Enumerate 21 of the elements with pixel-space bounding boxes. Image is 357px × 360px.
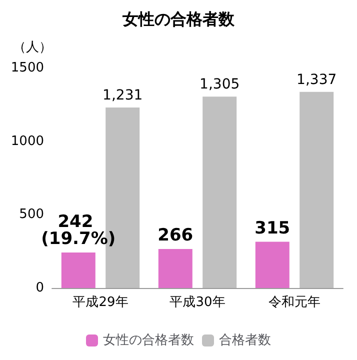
bar — [202, 96, 237, 288]
chart-title: 女性の合格者数 — [122, 10, 236, 28]
bar — [158, 248, 192, 288]
y-tick-label: 1000 — [10, 134, 44, 149]
y-tick-label: 0 — [36, 280, 44, 296]
x-tick-label: 平成29年 — [72, 295, 128, 310]
x-tick-label: 平成30年 — [170, 295, 226, 310]
x-tick-label: 令和元年 — [268, 295, 320, 310]
legend-label: 合格者数 — [219, 333, 271, 348]
y-tick-label: 500 — [19, 207, 44, 222]
y-tick-label: 1500 — [10, 60, 44, 76]
y-axis-title: （人） — [13, 40, 52, 55]
bar — [255, 242, 290, 288]
bar — [61, 252, 96, 288]
data-label: 1,305 — [200, 76, 240, 93]
data-label: 1,337 — [296, 72, 337, 88]
data-label: 315 — [254, 218, 290, 238]
data-label: 1,231 — [102, 87, 143, 104]
legend-label: 女性の合格者数 — [103, 333, 194, 348]
data-label: 266 — [158, 225, 194, 246]
bar — [300, 92, 334, 288]
